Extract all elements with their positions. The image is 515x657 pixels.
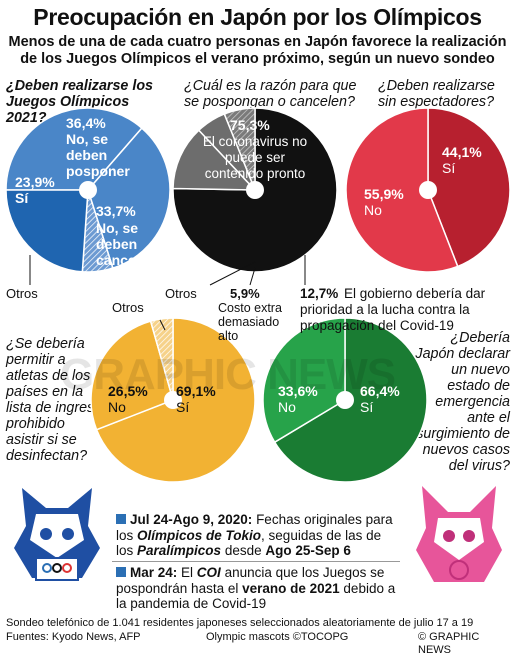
q3-yes-pct: 44,1% [442,144,482,160]
pie-4 [90,317,256,483]
item1-text-a: Fechas originales para los [116,512,393,543]
item1-text-c: desde [221,543,266,558]
pie-1-slice-postpone [5,107,143,191]
item1-date2: Ago 25-Sep 6 [265,543,351,558]
q2-cost-pct: 5,9% [230,286,260,301]
item2-text-c: debido a la pandemia de Covid-19 [116,580,396,612]
q2-virus-pct: 75,3% [230,117,270,133]
item2-date: Mar 24: [130,565,178,580]
footer-credit: © GRAPHIC NEWS [418,631,480,656]
pie-1 [5,107,171,273]
q4-yes-pct: 69,1% [176,383,216,399]
q3-no-pct: 55,9% [364,186,404,202]
watermark: GRAPHIC NEWS [60,350,396,399]
page-subtitle: Menos de una de cada cuatro personas en … [8,34,507,67]
timeline-item-2: Mar 24: El COI anuncia que los Juegos se… [116,565,401,612]
item2-text-b: anuncia que los Juegos se pospondrán has… [116,565,385,596]
footer-mascots: Olympic mascots ©TOCOPG [206,631,349,643]
pie-3 [345,107,511,273]
q1-yes-pct: 23,9% [15,174,55,190]
page-title: Preocupación en Japón por los Olímpicos [33,4,482,30]
pie-4-slice-no [90,320,174,431]
pie-2-slice-priority [172,129,257,191]
q4-no-pct: 26,5% [108,383,148,399]
q2-prio-label: El gobierno debería dar prioridad a la l… [300,286,486,333]
timeline-item-1: Jul 24-Ago 9, 2020: Fechas originales pa… [116,512,401,559]
q4-other-label: Otros [112,300,144,315]
question-4: ¿Se debería permitir a atletas de los pa… [6,336,103,464]
item2-text-a: El [177,565,197,580]
item2-bold: verano de 2021 [242,580,340,596]
q1-other-label: Otros [6,286,38,301]
footer-sources: Fuentes: Kyodo News, AFP [6,631,141,643]
q2-cost-leader [249,267,256,286]
question-1: ¿Deben realizarse los Juegos Olímpicos 2… [6,78,154,126]
q1-postpone-label: No, se deben posponer [66,131,130,179]
q3-yes-label: Sí [442,160,456,176]
q2-prio-pct: 12,7% [300,286,339,301]
item1-text-b: , seguidas de las de los [116,527,382,559]
q1-cancel-pct: 33,7% [96,203,136,219]
item1-paralympics: Paralímpicos [137,543,222,558]
pie-2 [172,107,338,273]
bullet-icon [116,567,126,577]
pie-5-slice-no [262,317,346,444]
footer-survey: Sondeo telefónico de 1.041 residentes ja… [6,617,474,629]
q5-yes-label: Sí [360,399,374,415]
pie-2-slice-other [223,107,256,191]
pie-3-slice-yes [427,107,511,268]
question-5: ¿Debería Japón declarar un nuevo estado … [415,330,510,474]
pie-2-slice-virus [172,107,338,273]
pie-4-center [164,391,182,409]
mascot-someity [416,486,502,582]
q2-other-label: Otros [165,286,197,301]
q5-no-label: No [278,399,296,415]
q3-no-label: No [364,202,382,218]
q4-yes-label: Sí [176,399,190,415]
timeline-divider [112,561,400,562]
q5-yes-pct: 66,4% [360,383,400,399]
item1-olympics: Olímpicos de Tokio [137,527,262,543]
pie-1-center [79,181,97,199]
q1-yes-label: Sí [15,190,29,206]
q2-cost-label: Costo extra demasiado alto [218,301,282,343]
q5-no-pct: 33,6% [278,383,318,399]
item2-coi: COI [196,565,221,580]
pie-4-slice-other [149,317,174,401]
pie-3-slice-no [345,107,459,273]
bullet-icon [116,514,126,524]
pie-1-slice-cancel [87,127,171,270]
pie-5 [262,317,428,483]
question-3: ¿Deben realizarse sin espectadores? [378,78,495,110]
q2-other-leader [209,261,256,286]
mascot-miraitowa [14,488,100,581]
q4-other-leader [159,319,166,331]
q2-virus-label: El coronavirus no puede ser contenido pr… [202,134,308,181]
question-2: ¿Cuál es la razón para que se pospongan … [184,78,357,110]
q1-cancel-label: No, se deben cancelar [96,220,153,268]
pie-2-center [246,181,264,199]
item1-date: Jul 24-Ago 9, 2020: [130,512,253,527]
pie-5-center [336,391,354,409]
pie-3-center [419,181,437,199]
q4-no-label: No [108,399,126,415]
q1-postpone-pct: 36,4% [66,115,106,131]
pie-1-slice-yes [5,189,89,273]
